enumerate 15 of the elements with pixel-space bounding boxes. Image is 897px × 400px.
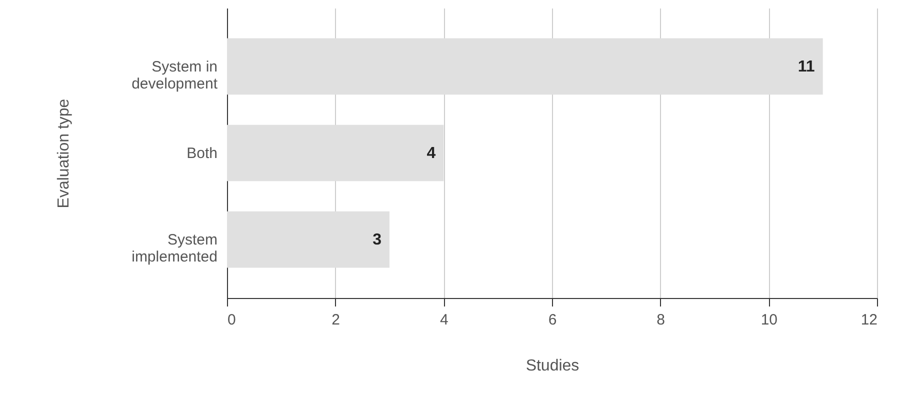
x-tick-label: 0 — [228, 312, 236, 328]
x-tick-label: 4 — [440, 312, 448, 328]
y-tick-label: Both — [186, 145, 218, 162]
x-tick-label: 6 — [548, 312, 557, 328]
x-tick-label: 12 — [860, 312, 878, 328]
x-tick-label: 8 — [656, 312, 666, 328]
x-tick-label: 2 — [332, 312, 340, 328]
data-label: 11 — [798, 58, 815, 76]
y-tick-label: System in development — [132, 58, 218, 92]
data-label: 3 — [372, 232, 382, 249]
data-label: 4 — [426, 145, 436, 162]
x-tick-label: 10 — [760, 312, 778, 328]
y-tick-label: System implemented — [132, 232, 218, 266]
y-axis-title: Evaluation type — [56, 98, 73, 208]
x-axis-title: Studies — [526, 358, 580, 374]
